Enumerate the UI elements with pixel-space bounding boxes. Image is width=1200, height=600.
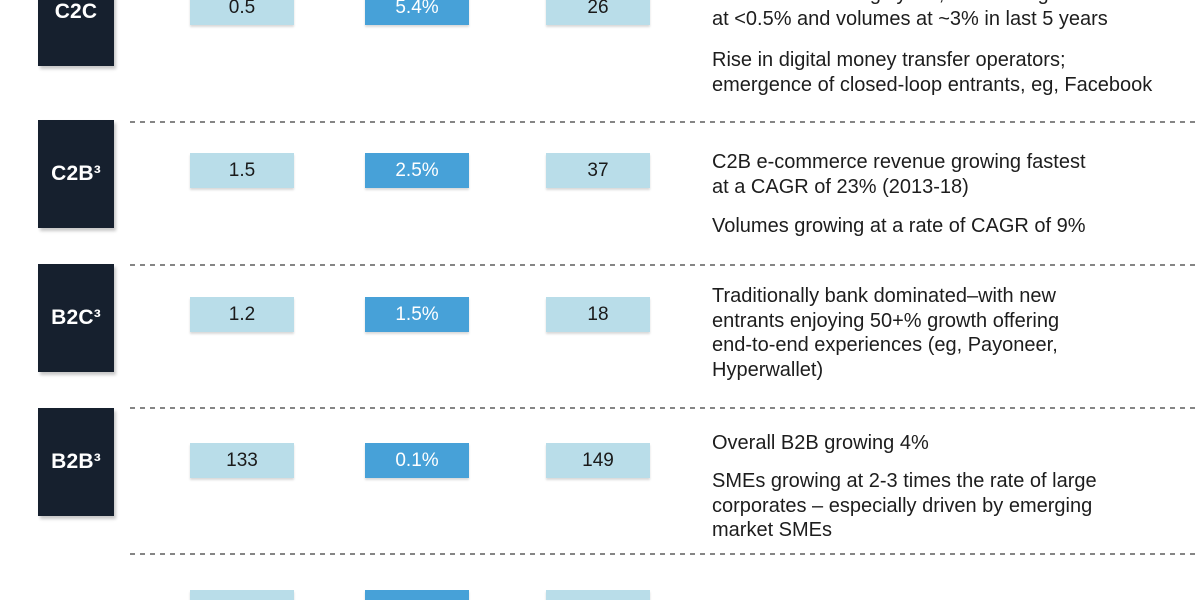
value-box-col1: 1.2 [190,297,294,332]
value-box-col3: 37 [546,153,650,188]
value-box-col2 [365,590,469,600]
value-box-col2: 0.1% [365,443,469,478]
row-separator [130,407,1200,409]
note-paragraph: C2B e-commerce revenue growing fastest a… [712,150,1200,199]
note-line: Hyperwallet) [712,358,824,381]
value-box-col2: 2.5% [365,153,469,188]
row-separator [130,121,1200,123]
row-separator [130,553,1200,555]
note-line: at <0.5% and volumes at ~3% in last 5 ye… [712,7,1108,30]
note-paragraph: Rise in digital money transfer operators… [712,48,1200,97]
value-box-col3: 149 [546,443,650,478]
value-box-col1: 1.5 [190,153,294,188]
note-line: SMEs growing at 2-3 times the rate of la… [712,470,1097,492]
value-box-col1: 0.5 [190,0,294,25]
note-line: Traditionally bank dominated–with new [712,285,1056,307]
note-line: Volumes growing at a rate of CAGR of 9% [712,215,1086,237]
note-line: entrants enjoying 50+% growth offering [712,309,1060,332]
note-line: end-to-end experiences (eg, Payoneer, [712,334,1058,356]
note-paragraph: SMEs growing at 2-3 times the rate of la… [712,469,1200,543]
value-box-col2: 5.4% [365,0,469,25]
value-box-col1: 133 [190,443,294,478]
value-box-col3: 18 [546,297,650,332]
note-line: emergence of closed-loop entrants, eg, F… [712,73,1153,96]
value-box-col2: 1.5% [365,297,469,332]
value-box-col3 [546,590,650,600]
segment-label: C2C [38,0,114,66]
note-line: Rise in digital money transfer operators… [712,49,1066,71]
note-line: corporates – especially driven by emergi… [712,494,1093,517]
note-paragraph: Volumes growing at a rate of CAGR of 9% [712,214,1200,239]
value-box-col3: 26 [546,0,650,25]
segment-label: B2C³ [38,264,114,372]
value-box-col1 [190,590,294,600]
note-line: Overall market largely flat; revenues gr… [712,0,1200,7]
segment-label: B2B³ [38,408,114,516]
note-paragraph: Traditionally bank dominated–with new en… [712,284,1200,382]
note-paragraph: Overall B2B growing 4% [712,431,1200,456]
note-line: market SMEs [712,519,833,541]
segment-label: C2B³ [38,120,114,228]
note-line: C2B e-commerce revenue growing fastest [712,151,1086,173]
note-line: at a CAGR of 23% (2013-18) [712,175,969,198]
row-separator [130,264,1200,266]
note-paragraph: Overall market largely flat; revenues gr… [712,0,1200,31]
note-line: Overall B2B growing 4% [712,432,929,454]
